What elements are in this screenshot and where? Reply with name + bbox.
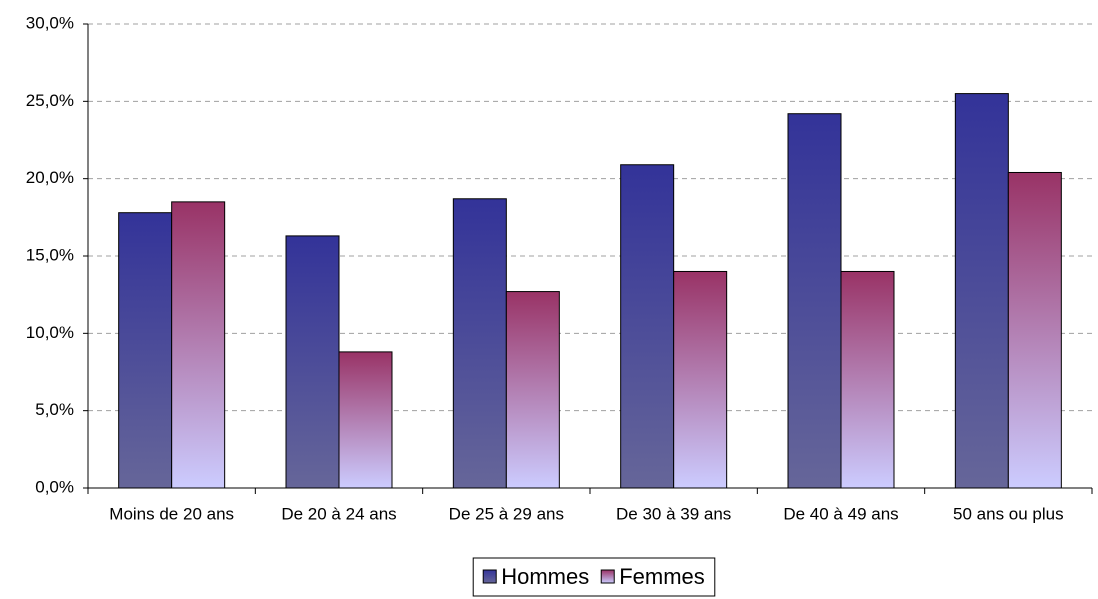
- y-tick-label: 5,0%: [35, 400, 74, 419]
- x-tick-label: Moins de 20 ans: [109, 504, 234, 523]
- legend: Hommes Femmes: [472, 557, 716, 597]
- legend-label: Hommes: [501, 564, 589, 589]
- x-tick-label: De 40 à 49 ans: [783, 504, 898, 523]
- bar: [787, 113, 842, 489]
- bar: [954, 93, 1009, 489]
- y-tick-label: 30,0%: [26, 13, 74, 32]
- y-tick-label: 15,0%: [26, 245, 74, 264]
- bar: [285, 235, 340, 489]
- bar: [1007, 171, 1062, 489]
- y-tick-label: 0,0%: [35, 477, 74, 496]
- x-tick-label: De 30 à 39 ans: [616, 504, 731, 523]
- y-tick-label: 25,0%: [26, 91, 74, 110]
- y-tick-label: 10,0%: [26, 323, 74, 342]
- bar: [338, 351, 393, 489]
- legend-swatch: [600, 569, 615, 584]
- y-tick-label: 20,0%: [26, 168, 74, 187]
- bar: [118, 212, 173, 489]
- x-tick-label: De 25 à 29 ans: [449, 504, 564, 523]
- legend-swatch: [482, 569, 497, 584]
- bar: [620, 164, 675, 489]
- bar: [452, 198, 507, 489]
- bar: [171, 201, 226, 489]
- bar: [505, 291, 560, 489]
- legend-label: Femmes: [619, 564, 705, 589]
- x-tick-label: De 20 à 24 ans: [281, 504, 396, 523]
- legend-box: [472, 557, 716, 597]
- bar: [673, 270, 728, 489]
- x-tick-label: 50 ans ou plus: [953, 504, 1064, 523]
- bar: [840, 270, 895, 489]
